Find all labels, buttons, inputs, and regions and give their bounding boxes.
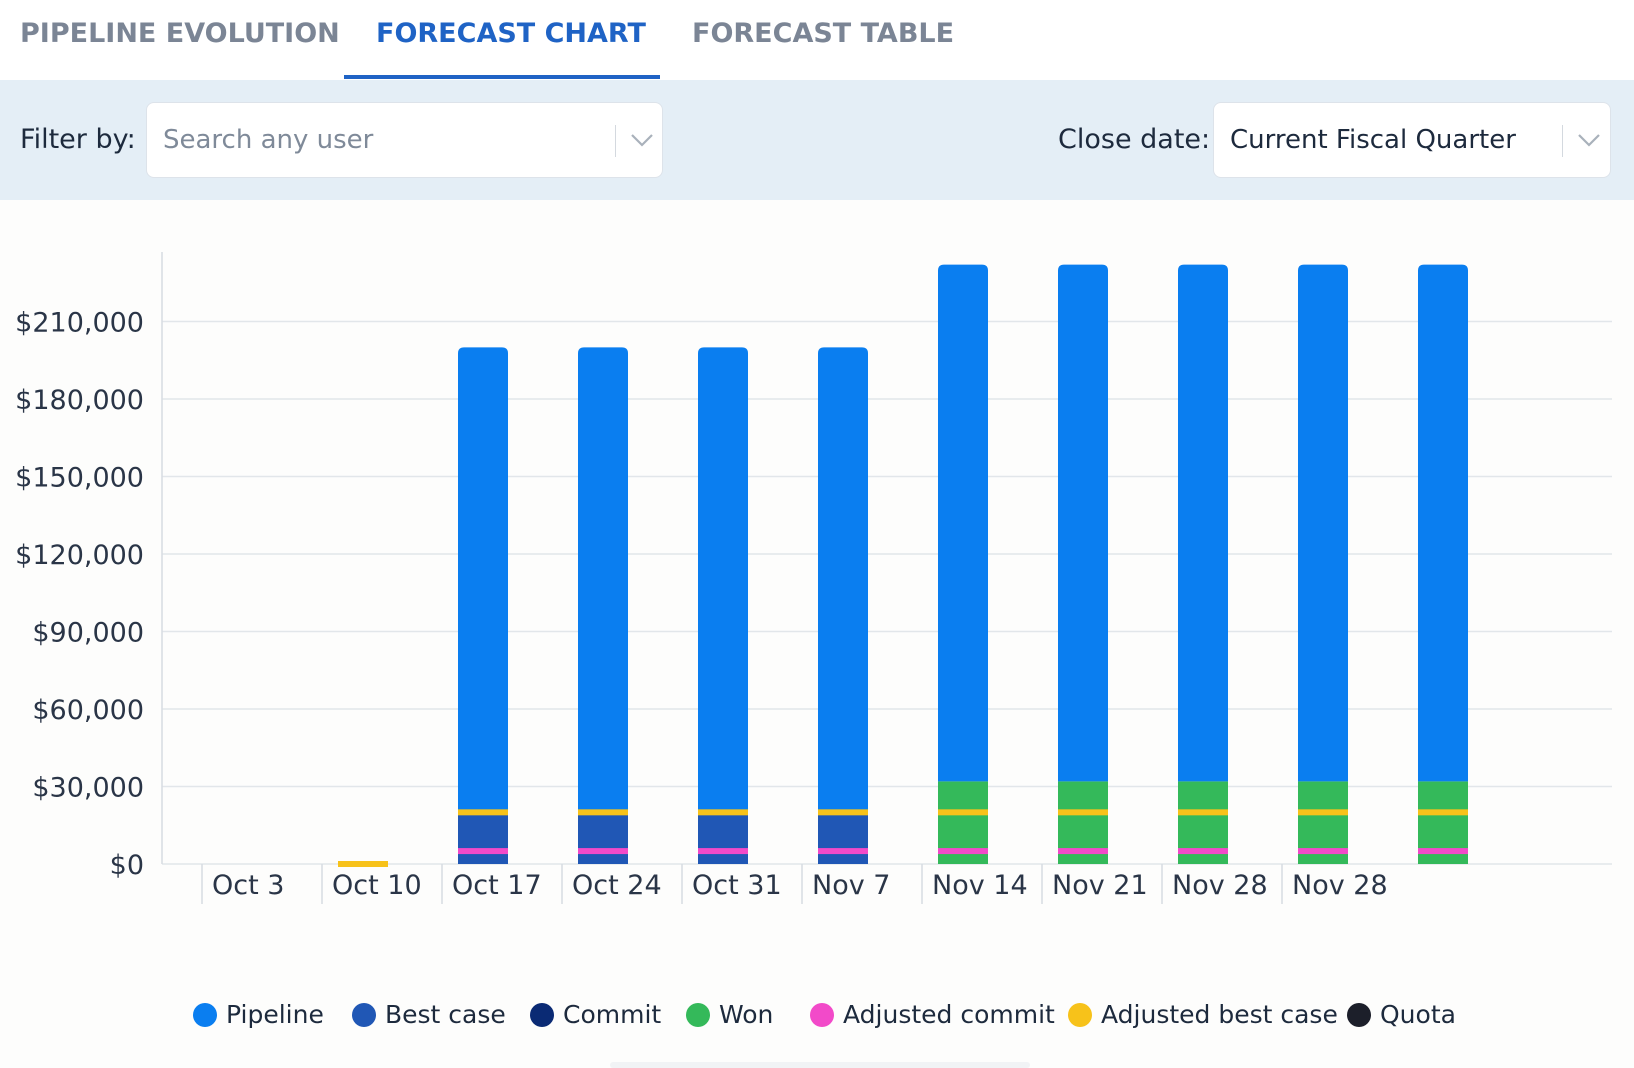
- legend-dot-best-case: [352, 1003, 376, 1027]
- legend-label-commit: Commit: [563, 1000, 662, 1029]
- forecast-chart: $0 $30,000 $60,000 $90,000 $120,000 $150,000 $…: [15, 252, 1612, 904]
- x-tick-label: Oct 3: [212, 870, 284, 901]
- bar-segment-best-case[interactable]: [818, 812, 868, 864]
- legend-label-quota: Quota: [1380, 1000, 1456, 1029]
- bar-segment-pipeline[interactable]: [818, 347, 868, 813]
- tab-forecast-table[interactable]: FORECAST TABLE: [692, 18, 955, 49]
- marker-adjusted-commit[interactable]: [578, 848, 628, 855]
- legend-dot-commit: [530, 1003, 554, 1027]
- y-tick-label: $180,000: [15, 385, 144, 416]
- y-tick-label: $120,000: [15, 540, 144, 571]
- marker-adjusted-commit[interactable]: [1418, 848, 1468, 855]
- marker-adjusted-best-case[interactable]: [1298, 809, 1348, 816]
- close-date-select[interactable]: Current Fiscal Quarter: [1213, 102, 1611, 178]
- marker-adjusted-commit[interactable]: [458, 848, 508, 855]
- marker-adjusted-commit[interactable]: [1298, 848, 1348, 855]
- x-tick-label: Nov 28: [1292, 870, 1388, 901]
- x-tick-label: Nov 14: [932, 870, 1028, 901]
- marker-adjusted-commit[interactable]: [1058, 848, 1108, 855]
- x-tick-label: Oct 24: [572, 870, 662, 901]
- user-search-placeholder: Search any user: [163, 125, 374, 155]
- marker-adjusted-best-case[interactable]: [338, 861, 388, 867]
- y-tick-label: $210,000: [15, 308, 144, 339]
- x-tick-label: Oct 31: [692, 870, 782, 901]
- marker-adjusted-best-case[interactable]: [818, 809, 868, 816]
- select-separator: [1562, 125, 1563, 157]
- filter-by-label: Filter by:: [20, 124, 136, 155]
- y-tick-label: $150,000: [15, 463, 144, 494]
- chevron-down-icon[interactable]: [1574, 125, 1604, 155]
- chevron-down-icon[interactable]: [627, 125, 657, 155]
- marker-adjusted-commit[interactable]: [1178, 848, 1228, 855]
- bar-segment-won[interactable]: [1178, 781, 1228, 864]
- marker-adjusted-best-case[interactable]: [1058, 809, 1108, 816]
- y-tick-label: $90,000: [32, 618, 144, 649]
- bar-segment-pipeline[interactable]: [458, 347, 508, 813]
- legend-label-won: Won: [719, 1000, 774, 1029]
- legend-label-adjusted-commit: Adjusted commit: [843, 1000, 1055, 1029]
- active-tab-indicator: [344, 75, 660, 79]
- legend-label-best-case: Best case: [385, 1000, 506, 1029]
- marker-adjusted-best-case[interactable]: [1178, 809, 1228, 816]
- marker-adjusted-best-case[interactable]: [578, 809, 628, 816]
- bar-segment-pipeline[interactable]: [698, 347, 748, 813]
- user-search-select[interactable]: Search any user: [146, 102, 663, 178]
- marker-adjusted-commit[interactable]: [938, 848, 988, 855]
- x-tick-label: Oct 17: [452, 870, 542, 901]
- legend-label-pipeline: Pipeline: [226, 1000, 324, 1029]
- legend-dot-adjusted-commit: [810, 1003, 834, 1027]
- bar-segment-pipeline[interactable]: [938, 264, 988, 782]
- bar-segment-best-case[interactable]: [698, 812, 748, 864]
- x-tick-label: Nov 21: [1052, 870, 1148, 901]
- y-tick-label: $60,000: [32, 695, 144, 726]
- y-tick-label: $0: [110, 850, 144, 881]
- legend-dot-won: [686, 1003, 710, 1027]
- bar-segment-best-case[interactable]: [578, 812, 628, 864]
- chart-legend: Pipeline Best case Commit Won Adjusted c…: [0, 990, 1634, 1040]
- close-date-label: Close date:: [1058, 124, 1211, 155]
- y-tick-label: $30,000: [32, 773, 144, 804]
- marker-adjusted-commit[interactable]: [698, 848, 748, 855]
- marker-adjusted-best-case[interactable]: [938, 809, 988, 816]
- close-date-value: Current Fiscal Quarter: [1230, 125, 1516, 155]
- legend-dot-quota: [1347, 1003, 1371, 1027]
- legend-dot-pipeline: [193, 1003, 217, 1027]
- tab-forecast-chart[interactable]: FORECAST CHART: [376, 18, 646, 49]
- bar-segment-won[interactable]: [1298, 781, 1348, 864]
- x-tick-label: Nov 7: [812, 870, 890, 901]
- bar-segment-won[interactable]: [1058, 781, 1108, 864]
- x-tick-label: Nov 28: [1172, 870, 1268, 901]
- select-separator: [615, 125, 616, 157]
- tab-pipeline-evolution[interactable]: PIPELINE EVOLUTION: [20, 18, 340, 49]
- marker-adjusted-best-case[interactable]: [698, 809, 748, 816]
- bar-segment-pipeline[interactable]: [1178, 264, 1228, 782]
- legend-label-adjusted-best-case: Adjusted best case: [1101, 1000, 1338, 1029]
- marker-adjusted-best-case[interactable]: [1418, 809, 1468, 816]
- scroll-hint: [610, 1062, 1030, 1068]
- bar-segment-best-case[interactable]: [458, 812, 508, 864]
- bar-segment-pipeline[interactable]: [1418, 264, 1468, 782]
- bar-segment-won[interactable]: [1418, 781, 1468, 864]
- bar-segment-pipeline[interactable]: [1058, 264, 1108, 782]
- x-tick-label: Oct 10: [332, 870, 422, 901]
- filter-bar: Filter by: Search any user Close date: C…: [0, 80, 1634, 200]
- legend-dot-adjusted-best-case: [1068, 1003, 1092, 1027]
- marker-adjusted-commit[interactable]: [818, 848, 868, 855]
- bar-segment-won[interactable]: [938, 781, 988, 864]
- tab-bar: PIPELINE EVOLUTION FORECAST CHART FORECA…: [0, 0, 1634, 80]
- bar-segment-pipeline[interactable]: [1298, 264, 1348, 782]
- bar-segment-pipeline[interactable]: [578, 347, 628, 813]
- marker-adjusted-best-case[interactable]: [458, 809, 508, 816]
